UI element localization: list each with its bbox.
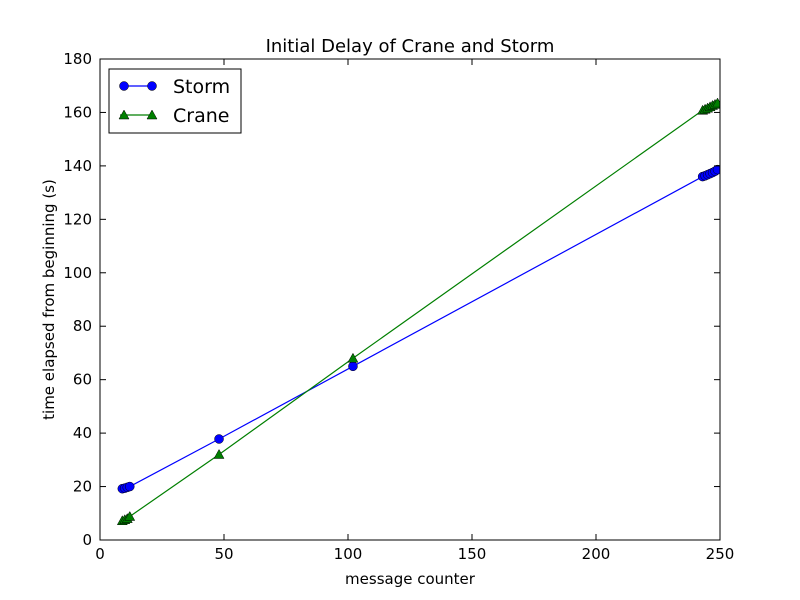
y-tick-label: 160: [63, 103, 92, 121]
legend-frame: [108, 68, 242, 134]
x-tick-label: 150: [458, 545, 487, 563]
series-storm: [117, 164, 720, 494]
y-tick-label: 120: [63, 210, 92, 228]
legend-marker: [147, 81, 157, 91]
x-tick-label: 250: [706, 545, 735, 563]
y-tick-label: 40: [73, 424, 92, 442]
crane-point: [124, 510, 136, 521]
storm-point: [712, 164, 720, 175]
legend-label-storm: Storm: [173, 76, 230, 98]
ticks-layer: 0 50 100 150 200 250 0 20 40 60 80 100 120 140 160 180: [63, 50, 734, 563]
y-tick-label: 20: [73, 478, 92, 496]
crane-point: [213, 448, 225, 459]
legend-label-crane: Crane: [173, 105, 229, 127]
legend-marker: [118, 109, 130, 120]
legend-marker: [119, 81, 129, 91]
legend: Storm Crane: [108, 68, 242, 134]
y-tick-label: 140: [63, 157, 92, 175]
storm-point: [214, 434, 224, 444]
legend-item-storm: Storm: [119, 76, 230, 98]
storm-point: [348, 361, 358, 372]
plot-frame: [99, 58, 721, 541]
y-axis-label: time elapsed from beginning (s): [40, 179, 58, 420]
crane-point: [712, 97, 720, 108]
series-layer: [116, 97, 720, 526]
series-crane: [116, 97, 720, 526]
y-tick-label: 100: [63, 264, 92, 282]
y-tick-label: 180: [63, 50, 92, 68]
y-tick-label: 0: [82, 531, 92, 549]
chart-title: Initial Delay of Crane and Storm: [266, 36, 555, 57]
y-tick-label: 80: [73, 317, 92, 335]
storm-point: [125, 481, 135, 492]
x-tick-label: 100: [334, 545, 363, 563]
x-axis-label: message counter: [345, 570, 476, 588]
y-tick-label: 60: [73, 371, 92, 389]
x-tick-label: 50: [214, 545, 233, 563]
legend-marker: [146, 109, 158, 120]
legend-item-crane: Crane: [118, 105, 229, 127]
x-tick-label: 200: [582, 545, 611, 563]
crane-point: [347, 352, 359, 363]
x-tick-label: 0: [95, 545, 105, 563]
